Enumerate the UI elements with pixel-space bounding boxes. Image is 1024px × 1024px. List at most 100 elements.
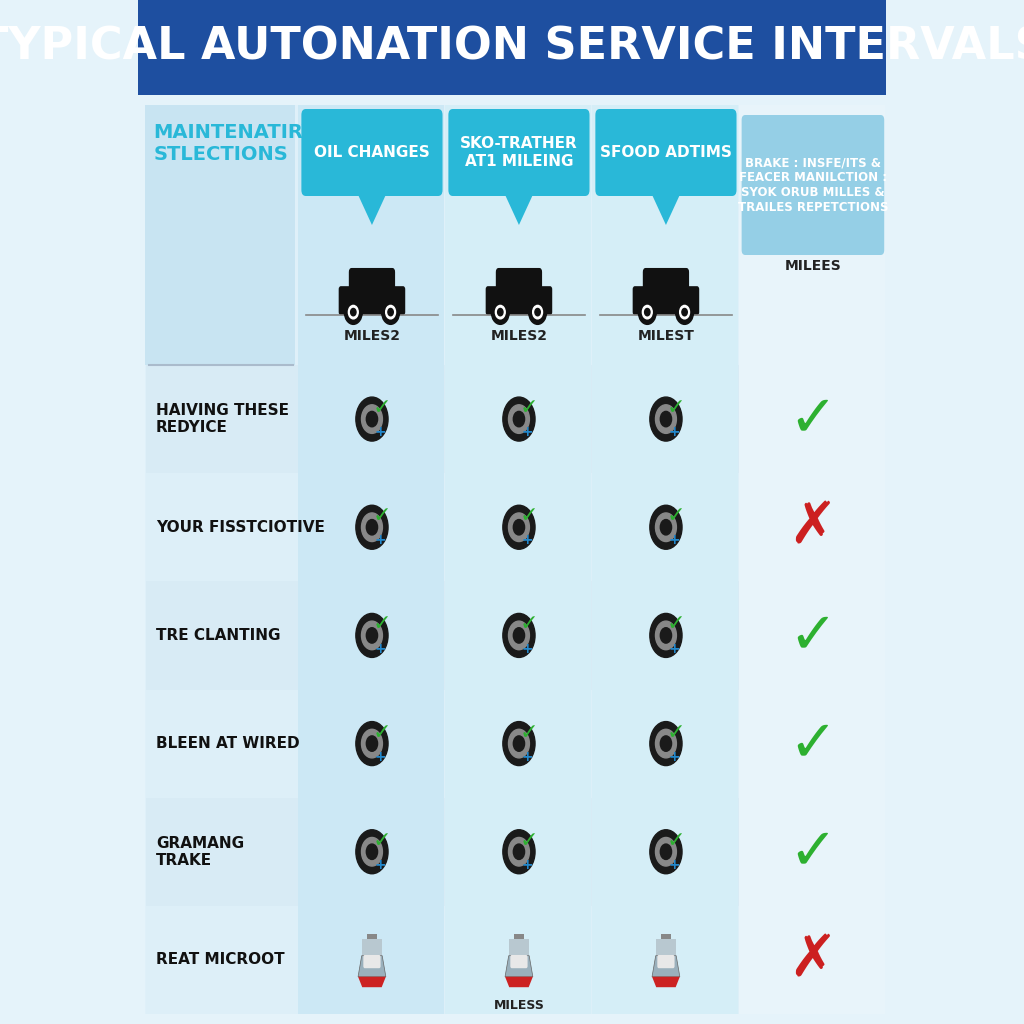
Bar [145,473,879,582]
FancyBboxPatch shape [633,286,699,315]
Circle shape [496,305,505,318]
Text: MILES2: MILES2 [343,329,400,343]
Circle shape [650,505,682,549]
Bar [137,0,887,95]
Text: +: + [521,425,532,439]
Polygon shape [356,190,388,225]
Circle shape [367,412,378,427]
Bar [739,105,885,1014]
Circle shape [509,404,529,433]
Circle shape [492,300,509,325]
Bar [144,105,295,365]
Circle shape [361,513,382,542]
Polygon shape [652,977,680,987]
Circle shape [344,300,362,325]
Text: ✓: ✓ [667,723,685,742]
Bar [593,105,738,1014]
Circle shape [650,829,682,873]
Bar [514,934,524,939]
Text: +: + [374,534,386,548]
Text: ✓: ✓ [519,723,538,742]
Bar [298,105,444,1014]
Text: YOUR FISSTCIOTIVE: YOUR FISSTCIOTIVE [156,520,325,535]
Text: GRAMANG
TRAKE: GRAMANG TRAKE [156,836,244,868]
Circle shape [350,308,356,315]
Circle shape [682,308,687,315]
Circle shape [532,305,543,318]
Circle shape [348,305,358,318]
Text: ✓: ✓ [667,830,685,851]
Text: +: + [669,534,680,548]
Circle shape [655,513,677,542]
Polygon shape [505,977,532,987]
FancyBboxPatch shape [339,286,406,315]
Text: MAINTENATIRY
STLECTIONS: MAINTENATIRY STLECTIONS [154,123,316,164]
Circle shape [644,308,650,315]
Polygon shape [358,977,386,987]
Circle shape [367,736,378,752]
FancyBboxPatch shape [643,268,689,295]
Circle shape [660,736,672,752]
Polygon shape [505,955,532,977]
Circle shape [655,404,677,433]
Circle shape [680,305,689,318]
Text: MILES2: MILES2 [490,329,548,343]
Circle shape [655,622,677,649]
Text: +: + [521,534,532,548]
FancyBboxPatch shape [496,268,542,295]
Circle shape [356,829,388,873]
Circle shape [382,300,399,325]
Text: +: + [669,425,680,439]
Circle shape [650,613,682,657]
Circle shape [650,397,682,441]
Polygon shape [652,955,680,977]
Text: +: + [521,858,532,872]
Text: ✓: ✓ [519,830,538,851]
Text: MILEES: MILEES [784,259,842,273]
Text: ✓: ✓ [373,506,391,526]
Circle shape [655,838,677,866]
Text: ✓: ✓ [667,398,685,418]
Text: +: + [374,750,386,764]
Circle shape [660,844,672,859]
Circle shape [660,519,672,535]
Polygon shape [509,939,529,955]
Circle shape [356,505,388,549]
Circle shape [509,838,529,866]
Text: ✗: ✗ [788,499,838,556]
Bar [145,582,879,689]
Text: +: + [374,858,386,872]
Circle shape [386,305,395,318]
FancyBboxPatch shape [741,115,885,255]
FancyBboxPatch shape [349,268,395,295]
FancyBboxPatch shape [301,109,442,196]
Text: +: + [521,642,532,655]
FancyBboxPatch shape [485,286,552,315]
Circle shape [509,513,529,542]
Text: ✓: ✓ [788,390,838,447]
Circle shape [356,613,388,657]
Text: +: + [374,425,386,439]
Circle shape [367,844,378,859]
Circle shape [509,729,529,758]
Text: ✓: ✓ [788,823,838,881]
Circle shape [660,628,672,643]
Text: MILEST: MILEST [638,329,694,343]
Text: ✓: ✓ [667,614,685,635]
Bar [367,934,377,939]
FancyBboxPatch shape [449,109,590,196]
Polygon shape [361,939,382,955]
Text: ✓: ✓ [519,506,538,526]
Text: TRE CLANTING: TRE CLANTING [156,628,281,643]
Circle shape [513,519,524,535]
Text: ✓: ✓ [373,398,391,418]
Circle shape [356,722,388,766]
Circle shape [655,729,677,758]
Text: BRAKE : INSFE/ITS &
FEACER MANILCTION :
SYOK ORUB MILLES &
TRAILES REPETCTIONS: BRAKE : INSFE/ITS & FEACER MANILCTION : … [737,156,888,214]
FancyBboxPatch shape [595,109,736,196]
Text: ✓: ✓ [519,614,538,635]
Circle shape [535,308,541,315]
Circle shape [509,622,529,649]
Polygon shape [503,190,535,225]
Text: OIL CHANGES: OIL CHANGES [314,145,430,160]
